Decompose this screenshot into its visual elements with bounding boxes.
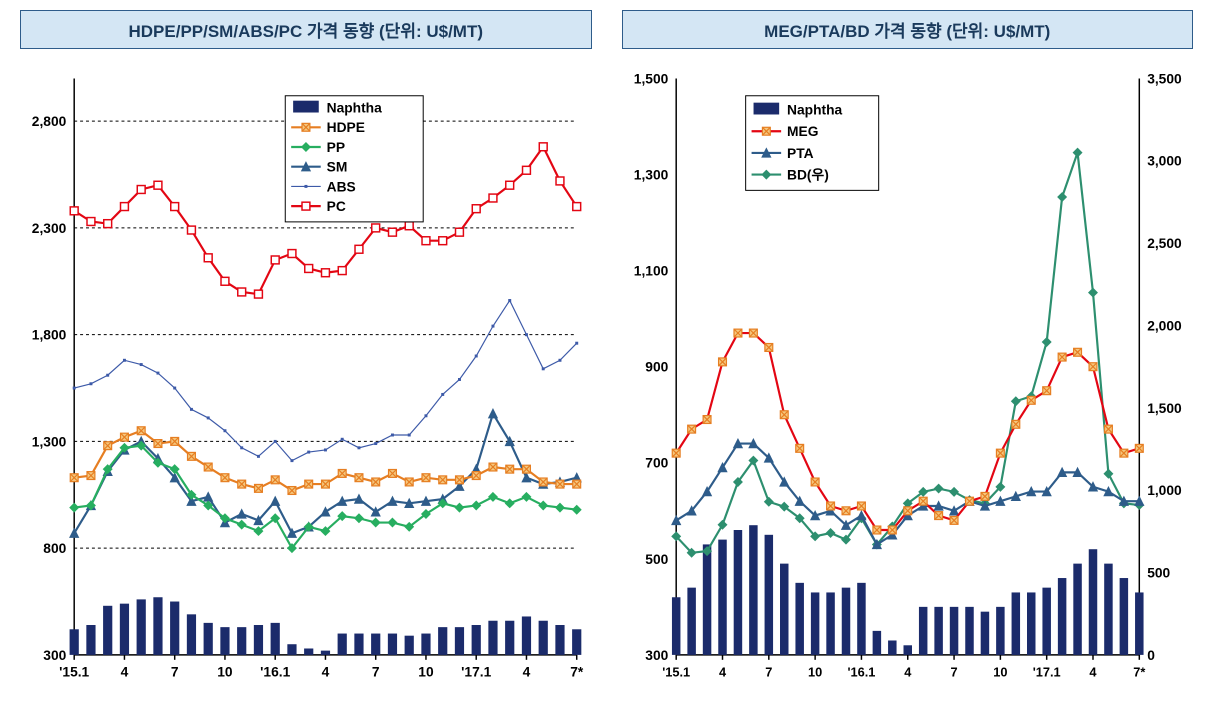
svg-text:2,000: 2,000	[1147, 318, 1182, 333]
svg-text:MEG: MEG	[787, 124, 818, 139]
chart-panel-left: HDPE/PP/SM/ABS/PC 가격 동향 (단위: U$/MT) 300 8…	[20, 10, 592, 701]
svg-text:10: 10	[808, 665, 822, 680]
svg-text:1,500: 1,500	[633, 71, 668, 86]
svg-text:4: 4	[1089, 665, 1097, 680]
svg-text:3,000: 3,000	[1147, 154, 1182, 169]
svg-text:'16.1: '16.1	[847, 665, 875, 680]
svg-text:PC: PC	[327, 199, 346, 214]
svg-text:0: 0	[1147, 648, 1155, 663]
chart2-title: MEG/PTA/BD 가격 동향 (단위: U$/MT)	[622, 10, 1194, 49]
svg-text:1,000: 1,000	[1147, 483, 1182, 498]
svg-text:4: 4	[121, 665, 129, 680]
svg-text:Naphtha: Naphtha	[787, 102, 842, 117]
chart2-svg: 300 500 700 900 1,100 1,300 1,500 0 500 1,000 1,50…	[622, 57, 1194, 701]
svg-text:7: 7	[950, 665, 957, 680]
svg-text:4: 4	[718, 665, 726, 680]
svg-text:7*: 7*	[570, 665, 584, 680]
svg-text:PP: PP	[327, 140, 345, 155]
svg-text:1,800: 1,800	[32, 328, 67, 343]
svg-text:500: 500	[1147, 565, 1170, 580]
svg-text:10: 10	[418, 665, 434, 680]
svg-text:4: 4	[322, 665, 330, 680]
chart1-svg: 300 800 1,300 1,800 2,300 2,800 '15.1 4 7 10 '16.1…	[20, 57, 592, 701]
chart1-title: HDPE/PP/SM/ABS/PC 가격 동향 (단위: U$/MT)	[20, 10, 592, 49]
svg-text:800: 800	[43, 541, 66, 556]
svg-text:7: 7	[765, 665, 772, 680]
svg-text:900: 900	[645, 360, 668, 375]
svg-text:300: 300	[645, 648, 668, 663]
svg-text:'17.1: '17.1	[1032, 665, 1060, 680]
svg-text:BD(우): BD(우)	[787, 168, 829, 183]
svg-text:4: 4	[904, 665, 912, 680]
svg-text:3,500: 3,500	[1147, 71, 1182, 86]
svg-text:500: 500	[645, 552, 668, 567]
svg-text:7*: 7*	[1133, 665, 1145, 680]
svg-text:Naphtha: Naphtha	[327, 101, 382, 116]
chart1-body: 300 800 1,300 1,800 2,300 2,800 '15.1 4 7 10 '16.1…	[20, 57, 592, 701]
svg-text:1,500: 1,500	[1147, 401, 1182, 416]
svg-text:7: 7	[171, 665, 179, 680]
svg-text:1,100: 1,100	[633, 264, 668, 279]
svg-text:300: 300	[43, 648, 66, 663]
svg-text:2,300: 2,300	[32, 221, 67, 236]
svg-text:1,300: 1,300	[32, 434, 67, 449]
svg-text:1,300: 1,300	[633, 167, 668, 182]
svg-text:'15.1: '15.1	[59, 665, 89, 680]
svg-text:2,800: 2,800	[32, 114, 67, 129]
svg-text:7: 7	[372, 665, 380, 680]
svg-text:PTA: PTA	[787, 146, 814, 161]
chart2-body: 300 500 700 900 1,100 1,300 1,500 0 500 1,000 1,50…	[622, 57, 1194, 701]
svg-text:10: 10	[993, 665, 1007, 680]
svg-text:700: 700	[645, 456, 668, 471]
svg-text:HDPE: HDPE	[327, 120, 365, 135]
svg-text:10: 10	[217, 665, 233, 680]
chart-panel-right: MEG/PTA/BD 가격 동향 (단위: U$/MT) 300 500 700 90…	[622, 10, 1194, 701]
svg-text:ABS: ABS	[327, 179, 356, 194]
svg-text:'15.1: '15.1	[662, 665, 690, 680]
svg-text:'17.1: '17.1	[461, 665, 491, 680]
svg-text:4: 4	[523, 665, 531, 680]
svg-text:2,500: 2,500	[1147, 236, 1182, 251]
svg-text:'16.1: '16.1	[260, 665, 290, 680]
svg-text:SM: SM	[327, 160, 348, 175]
